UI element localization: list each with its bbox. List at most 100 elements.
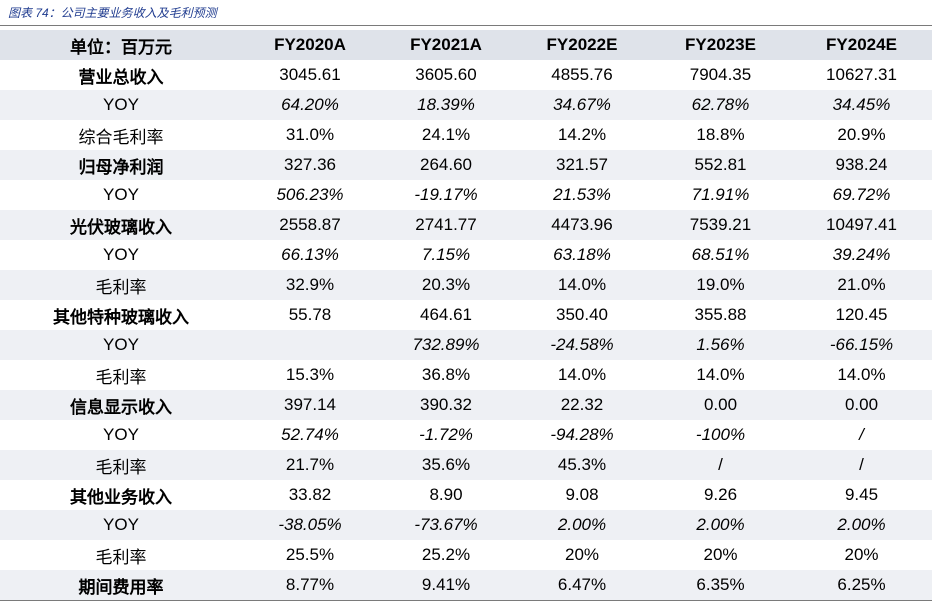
cell-value: 350.40 bbox=[514, 300, 650, 330]
cell-value: 3045.61 bbox=[242, 60, 378, 90]
cell-value: -19.17% bbox=[378, 180, 514, 210]
table-row: YOY -38.05% -73.67% 2.00% 2.00% 2.00% bbox=[0, 510, 932, 540]
cell-value: 24.1% bbox=[378, 120, 514, 150]
table-row: 信息显示收入 397.14 390.32 22.32 0.00 0.00 bbox=[0, 390, 932, 420]
cell-value: / bbox=[791, 420, 932, 450]
header-row: 单位：百万元 FY2020A FY2021A FY2022E FY2023E F… bbox=[0, 30, 932, 60]
cell-value: 464.61 bbox=[378, 300, 514, 330]
cell-value: 0.00 bbox=[791, 390, 932, 420]
cell-value: 14.0% bbox=[514, 360, 650, 390]
cell-value: -1.72% bbox=[378, 420, 514, 450]
table-row: 营业总收入 3045.61 3605.60 4855.76 7904.35 10627.3… bbox=[0, 60, 932, 90]
table-row: 其他特种玻璃收入 55.78 464.61 350.40 355.88 120.45 bbox=[0, 300, 932, 330]
cell-value: 45.3% bbox=[514, 450, 650, 480]
cell-value: 22.32 bbox=[514, 390, 650, 420]
cell-value: 19.0% bbox=[650, 270, 791, 300]
cell-value: 506.23% bbox=[242, 180, 378, 210]
cell-value: 2.00% bbox=[791, 510, 932, 540]
cell-value: 3605.60 bbox=[378, 60, 514, 90]
table-row: 期间费用率 8.77% 9.41% 6.47% 6.35% 6.25% bbox=[0, 570, 932, 600]
cell-value: 33.82 bbox=[242, 480, 378, 510]
cell-value: 32.9% bbox=[242, 270, 378, 300]
cell-value: 4473.96 bbox=[514, 210, 650, 240]
table-row: 毛利率 32.9% 20.3% 14.0% 19.0% 21.0% bbox=[0, 270, 932, 300]
row-label: YOY bbox=[0, 330, 242, 360]
cell-value: 7539.21 bbox=[650, 210, 791, 240]
row-label: 毛利率 bbox=[0, 360, 242, 390]
cell-value: 10497.41 bbox=[791, 210, 932, 240]
header-fy2024e: FY2024E bbox=[791, 30, 932, 60]
cell-value: 6.35% bbox=[650, 570, 791, 600]
cell-value: 35.6% bbox=[378, 450, 514, 480]
cell-value: 7.15% bbox=[378, 240, 514, 270]
cell-value: 68.51% bbox=[650, 240, 791, 270]
row-label: 期间费用率 bbox=[0, 570, 242, 600]
cell-value: 0.00 bbox=[650, 390, 791, 420]
row-label: 综合毛利率 bbox=[0, 120, 242, 150]
header-fy2023e: FY2023E bbox=[650, 30, 791, 60]
table-body: 营业总收入 3045.61 3605.60 4855.76 7904.35 10627.3… bbox=[0, 60, 932, 600]
row-label: 毛利率 bbox=[0, 450, 242, 480]
cell-value: 2.00% bbox=[650, 510, 791, 540]
cell-value: 18.39% bbox=[378, 90, 514, 120]
cell-value: 63.18% bbox=[514, 240, 650, 270]
table-row: 毛利率 21.7% 35.6% 45.3% / / bbox=[0, 450, 932, 480]
row-label: YOY bbox=[0, 180, 242, 210]
cell-value: 552.81 bbox=[650, 150, 791, 180]
cell-value: 1.56% bbox=[650, 330, 791, 360]
row-label: 信息显示收入 bbox=[0, 390, 242, 420]
cell-value bbox=[242, 330, 378, 360]
cell-value: 20% bbox=[650, 540, 791, 570]
cell-value: 31.0% bbox=[242, 120, 378, 150]
row-label: 归母净利润 bbox=[0, 150, 242, 180]
cell-value: -66.15% bbox=[791, 330, 932, 360]
cell-value: 355.88 bbox=[650, 300, 791, 330]
cell-value: 15.3% bbox=[242, 360, 378, 390]
cell-value: 69.72% bbox=[791, 180, 932, 210]
row-label: YOY bbox=[0, 240, 242, 270]
row-label: 光伏玻璃收入 bbox=[0, 210, 242, 240]
cell-value: 120.45 bbox=[791, 300, 932, 330]
cell-value: 71.91% bbox=[650, 180, 791, 210]
cell-value: 34.45% bbox=[791, 90, 932, 120]
table-row: 光伏玻璃收入 2558.87 2741.77 4473.96 7539.21 10497.… bbox=[0, 210, 932, 240]
cell-value: 4855.76 bbox=[514, 60, 650, 90]
cell-value: -38.05% bbox=[242, 510, 378, 540]
cell-value: 6.47% bbox=[514, 570, 650, 600]
cell-value: 8.90 bbox=[378, 480, 514, 510]
cell-value: 327.36 bbox=[242, 150, 378, 180]
header-unit: 单位：百万元 bbox=[0, 30, 242, 60]
cell-value: 390.32 bbox=[378, 390, 514, 420]
cell-value: -100% bbox=[650, 420, 791, 450]
cell-value: 34.67% bbox=[514, 90, 650, 120]
cell-value: -24.58% bbox=[514, 330, 650, 360]
cell-value: 20.9% bbox=[791, 120, 932, 150]
cell-value: 20% bbox=[791, 540, 932, 570]
cell-value: 25.5% bbox=[242, 540, 378, 570]
table-row: 其他业务收入 33.82 8.90 9.08 9.26 9.45 bbox=[0, 480, 932, 510]
top-rule bbox=[0, 25, 932, 26]
cell-value: 9.41% bbox=[378, 570, 514, 600]
row-label: 毛利率 bbox=[0, 540, 242, 570]
table-row: YOY 52.74% -1.72% -94.28% -100% / bbox=[0, 420, 932, 450]
table-row: YOY 64.20% 18.39% 34.67% 62.78% 34.45% bbox=[0, 90, 932, 120]
cell-value: 14.0% bbox=[791, 360, 932, 390]
cell-value: 20.3% bbox=[378, 270, 514, 300]
cell-value: 21.7% bbox=[242, 450, 378, 480]
cell-value: 732.89% bbox=[378, 330, 514, 360]
cell-value: 9.26 bbox=[650, 480, 791, 510]
cell-value: 14.0% bbox=[650, 360, 791, 390]
header-fy2020a: FY2020A bbox=[242, 30, 378, 60]
cell-value: 14.2% bbox=[514, 120, 650, 150]
cell-value: 321.57 bbox=[514, 150, 650, 180]
table-row: YOY 732.89% -24.58% 1.56% -66.15% bbox=[0, 330, 932, 360]
cell-value: 2.00% bbox=[514, 510, 650, 540]
cell-value: 39.24% bbox=[791, 240, 932, 270]
header-fy2021a: FY2021A bbox=[378, 30, 514, 60]
cell-value: 18.8% bbox=[650, 120, 791, 150]
cell-value: 20% bbox=[514, 540, 650, 570]
table-row: 综合毛利率 31.0% 24.1% 14.2% 18.8% 20.9% bbox=[0, 120, 932, 150]
table-caption: 图表 74：公司主要业务收入及毛利预测 bbox=[8, 6, 217, 20]
cell-value: 21.0% bbox=[791, 270, 932, 300]
cell-value: 14.0% bbox=[514, 270, 650, 300]
